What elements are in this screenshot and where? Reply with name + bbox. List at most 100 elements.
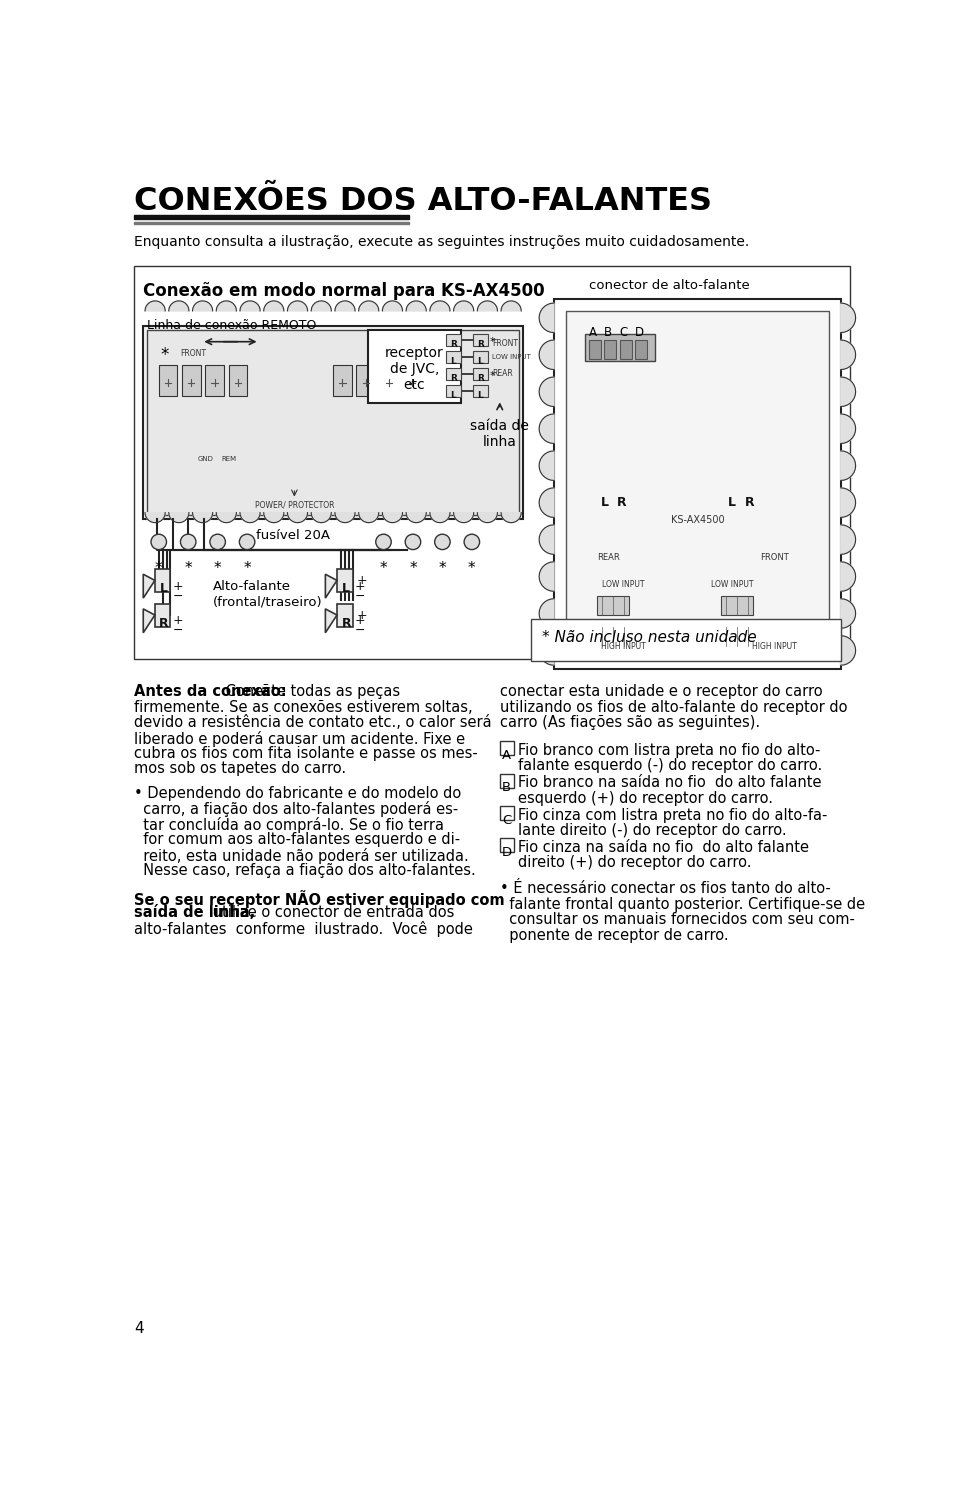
Text: LOW INPUT: LOW INPUT xyxy=(603,580,645,590)
Polygon shape xyxy=(453,513,473,522)
Bar xyxy=(500,774,514,788)
Bar xyxy=(472,334,488,346)
Bar xyxy=(596,596,629,615)
Bar xyxy=(445,386,461,398)
Text: FRONT: FRONT xyxy=(180,350,206,358)
Text: POWER/ PROTECTOR: POWER/ PROTECTOR xyxy=(254,501,334,510)
Bar xyxy=(337,603,352,627)
Polygon shape xyxy=(540,414,554,444)
Bar xyxy=(205,364,224,396)
Text: *: * xyxy=(184,561,192,576)
Text: fusível 20A: fusível 20A xyxy=(255,530,329,542)
Bar xyxy=(134,266,850,658)
Text: tar concluída ao comprá-lo. Se o fio terra: tar concluída ao comprá-lo. Se o fio ter… xyxy=(134,818,444,833)
Polygon shape xyxy=(193,302,213,310)
Polygon shape xyxy=(501,513,521,522)
Text: *: * xyxy=(490,338,495,346)
Polygon shape xyxy=(382,513,402,522)
Circle shape xyxy=(435,534,450,549)
Text: saída de linha,: saída de linha, xyxy=(134,906,255,921)
Text: R: R xyxy=(450,374,457,382)
Text: +: + xyxy=(356,609,367,622)
Polygon shape xyxy=(406,513,426,522)
Text: Fio branco com listra preta no fio do alto-: Fio branco com listra preta no fio do al… xyxy=(518,742,821,758)
Text: cubra os fios com fita isolante e passe os mes-: cubra os fios com fita isolante e passe … xyxy=(134,746,478,760)
Text: FRONT: FRONT xyxy=(492,339,518,348)
Bar xyxy=(379,364,398,396)
Bar xyxy=(445,334,461,346)
Text: Alto-falante
(frontal/traseiro): Alto-falante (frontal/traseiro) xyxy=(213,580,323,609)
Bar xyxy=(445,368,461,380)
Polygon shape xyxy=(841,303,855,333)
Text: L: L xyxy=(600,495,609,508)
Text: 4: 4 xyxy=(134,1322,144,1336)
Text: REAR: REAR xyxy=(597,554,619,562)
Polygon shape xyxy=(143,574,155,598)
Text: reito, esta unidade não poderá ser utilizada.: reito, esta unidade não poderá ser utili… xyxy=(134,847,468,864)
Polygon shape xyxy=(841,562,855,591)
Text: *: * xyxy=(214,561,222,576)
Circle shape xyxy=(210,534,226,549)
Text: FRONT: FRONT xyxy=(760,554,789,562)
Polygon shape xyxy=(325,574,337,598)
Bar xyxy=(500,741,514,754)
Polygon shape xyxy=(540,303,554,333)
Polygon shape xyxy=(841,525,855,555)
Polygon shape xyxy=(145,513,165,522)
Text: *: * xyxy=(380,561,387,576)
Text: +: + xyxy=(355,579,366,592)
Text: *: * xyxy=(439,561,446,576)
Text: falante esquerdo (-) do receptor do carro.: falante esquerdo (-) do receptor do carr… xyxy=(518,759,823,774)
Bar xyxy=(596,627,629,646)
Polygon shape xyxy=(311,513,331,522)
Polygon shape xyxy=(240,513,260,522)
Text: B: B xyxy=(502,782,512,795)
Polygon shape xyxy=(540,488,554,518)
Text: * Não incluso nesta unidade: * Não incluso nesta unidade xyxy=(542,630,757,645)
Bar xyxy=(356,364,375,396)
Polygon shape xyxy=(359,513,379,522)
Text: *: * xyxy=(155,561,162,576)
Bar xyxy=(158,364,178,396)
Bar xyxy=(182,364,201,396)
Circle shape xyxy=(405,534,420,549)
Text: +: + xyxy=(173,579,183,592)
Text: saída de
linha: saída de linha xyxy=(470,419,529,448)
Text: *: * xyxy=(243,561,251,576)
Polygon shape xyxy=(264,513,284,522)
Polygon shape xyxy=(540,525,554,555)
Polygon shape xyxy=(841,636,855,666)
Text: A: A xyxy=(502,748,512,762)
Polygon shape xyxy=(143,609,155,633)
Polygon shape xyxy=(841,414,855,444)
Bar xyxy=(721,596,754,615)
Text: A: A xyxy=(588,327,597,339)
Bar xyxy=(155,603,170,627)
Bar xyxy=(531,620,841,662)
Text: R: R xyxy=(342,616,351,630)
Circle shape xyxy=(375,534,392,549)
Circle shape xyxy=(239,534,254,549)
Text: −: − xyxy=(173,624,183,638)
Bar xyxy=(147,330,519,514)
Bar xyxy=(636,340,647,360)
Bar xyxy=(588,340,601,360)
Bar xyxy=(565,310,829,657)
Text: REM: REM xyxy=(221,456,236,462)
Text: Fio cinza com listra preta no fio do alto-fa-: Fio cinza com listra preta no fio do alt… xyxy=(518,807,828,822)
Polygon shape xyxy=(540,562,554,591)
Polygon shape xyxy=(477,302,497,310)
Text: lante direito (-) do receptor do carro.: lante direito (-) do receptor do carro. xyxy=(518,824,787,839)
Polygon shape xyxy=(287,302,307,310)
Text: Conexão em modo normal para KS-AX4500: Conexão em modo normal para KS-AX4500 xyxy=(143,282,545,300)
Polygon shape xyxy=(540,598,554,628)
Text: carro, a fiação dos alto-falantes poderá es-: carro, a fiação dos alto-falantes poderá… xyxy=(134,801,458,818)
Bar xyxy=(337,568,352,592)
Text: L: L xyxy=(450,357,456,366)
Text: for comum aos alto-falantes esquerdo e di-: for comum aos alto-falantes esquerdo e d… xyxy=(134,833,460,848)
Bar xyxy=(585,334,655,362)
Circle shape xyxy=(151,534,166,549)
Text: L: L xyxy=(477,357,483,366)
Polygon shape xyxy=(477,513,497,522)
Text: conectar esta unidade e o receptor do carro: conectar esta unidade e o receptor do ca… xyxy=(500,684,823,699)
